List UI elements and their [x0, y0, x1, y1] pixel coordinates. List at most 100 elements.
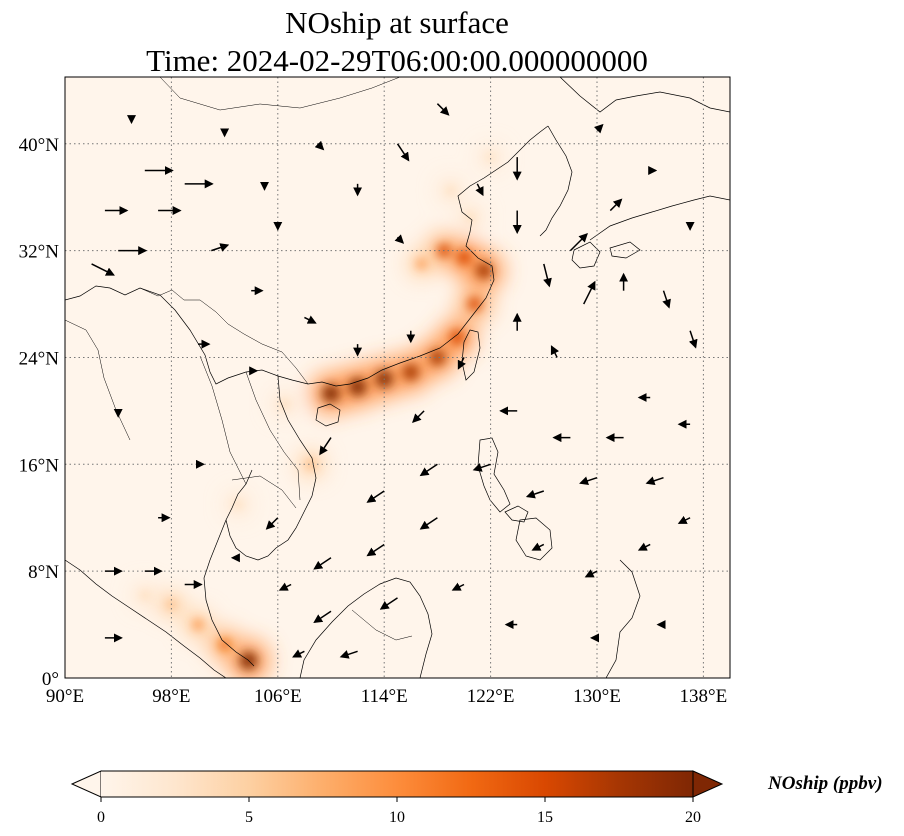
border-indochina-2 — [245, 371, 301, 501]
lon-tick-label: 122°E — [467, 686, 515, 707]
lat-tick-label: 32°N — [19, 242, 60, 263]
wind-arrow — [366, 490, 385, 503]
concentration-point — [466, 213, 475, 222]
wind-arrow — [278, 582, 292, 591]
concentration-point — [141, 591, 149, 599]
concentration-point — [446, 186, 455, 195]
coastline-malay-peninsula — [203, 519, 255, 667]
colorbar-tick-label: 15 — [537, 809, 553, 826]
title-line-2: Time: 2024-02-29T06:00:00.000000000 — [146, 43, 648, 78]
map-area: 90°E 98°E 106°E 114°E 122°E 130°E 138°E 0° 8°N 1… — [19, 76, 731, 707]
colorbar: 0 5 10 15 20 NOship (ppbv) — [70, 770, 883, 826]
wind-arrow — [594, 123, 604, 134]
wind-arrow — [637, 542, 651, 551]
map-frame — [64, 76, 731, 679]
colorbar-tick-label: 5 — [245, 809, 253, 826]
wind-arrow — [211, 243, 230, 252]
concentration-point — [429, 349, 446, 366]
coastline-korea — [539, 125, 573, 237]
wind-arrow — [265, 517, 279, 530]
border-indochina-1 — [199, 355, 247, 485]
title-line-1: NOship at surface — [285, 5, 509, 40]
colorbar-ticks: 0 5 10 15 20 — [97, 797, 701, 826]
coastline-indochina — [225, 375, 317, 561]
coastline-mainland — [65, 125, 549, 387]
colorbar-gradient — [101, 771, 693, 797]
coastline-japan-shikoku — [609, 241, 641, 259]
wind-arrow — [457, 357, 466, 370]
wind-arrow — [379, 597, 398, 610]
coastline-taiwan — [461, 329, 481, 381]
coastline-philippines-visayas — [504, 505, 529, 523]
coastline-japan-honshu — [589, 195, 730, 241]
concentration-point — [402, 363, 420, 381]
concentration-point — [416, 258, 427, 270]
lat-tick-label: 24°N — [19, 348, 60, 369]
wind-arrow — [412, 410, 425, 423]
wind-arrow — [609, 198, 623, 212]
concentration-point — [449, 329, 465, 346]
border-indochina-3 — [231, 475, 297, 509]
wind-arrow — [436, 103, 450, 116]
coastline-luzon — [477, 437, 511, 513]
concentration-point — [192, 619, 204, 631]
concentration-point — [322, 384, 340, 403]
lon-tick-label: 90°E — [46, 686, 84, 707]
wind-arrow — [584, 569, 598, 578]
border-borneo — [351, 609, 413, 641]
wind-arrow — [525, 489, 545, 499]
wind-arrow — [419, 463, 438, 477]
concentration-core — [141, 153, 494, 670]
wind-arrow — [394, 234, 405, 244]
wind-arrow — [677, 515, 691, 524]
coastline-japan-kyushu — [571, 241, 601, 269]
wind-arrow — [645, 476, 664, 486]
coastline-borneo — [299, 577, 433, 678]
concentration-haze — [131, 144, 505, 678]
coastline-hainan — [315, 403, 341, 427]
lat-tick-label: 16°N — [19, 455, 60, 476]
latitude-ticks: 0° 8°N 16°N 24°N 32°N 40°N — [19, 135, 60, 690]
border-mongolia — [159, 77, 401, 111]
wind-arrow — [451, 582, 465, 591]
coastline-mindanao — [515, 517, 553, 561]
concentration-layer — [131, 144, 505, 678]
wind-arrow — [662, 290, 671, 309]
wind-arrow — [569, 233, 588, 252]
lat-tick-label: 40°N — [19, 135, 60, 156]
coastlines — [65, 77, 730, 678]
border-china-south — [139, 287, 309, 385]
concentration-point — [234, 500, 242, 509]
lon-tick-label: 130°E — [573, 686, 621, 707]
colorbar-extend-low — [70, 770, 102, 798]
colorbar-tick-label: 10 — [389, 809, 405, 826]
concentration-point — [475, 262, 493, 279]
lon-tick-label: 98°E — [152, 686, 190, 707]
concentration-point — [218, 638, 231, 651]
lat-tick-label: 8°N — [28, 562, 59, 583]
gridlines — [65, 77, 730, 678]
wind-arrow — [543, 263, 552, 288]
lon-tick-label: 106°E — [254, 686, 302, 707]
wind-arrow — [472, 463, 491, 472]
wind-vectors — [91, 103, 698, 659]
colorbar-tick-label: 0 — [97, 809, 105, 826]
country-borders — [65, 77, 413, 641]
concentration-point — [456, 249, 472, 265]
concentration-point — [487, 153, 494, 161]
colorbar-label: NOship (ppbv) — [767, 773, 883, 794]
wind-arrow — [475, 183, 484, 197]
wind-arrow — [550, 345, 559, 358]
wind-arrow — [319, 437, 332, 456]
wind-arrow — [579, 476, 598, 486]
wind-arrow — [419, 517, 438, 530]
wind-arrow — [313, 610, 332, 624]
concentration-point — [348, 377, 367, 396]
colorbar-extend-high — [692, 770, 724, 798]
lon-tick-label: 114°E — [361, 686, 408, 707]
concentration-point — [306, 459, 316, 470]
concentration-point — [467, 296, 482, 312]
wind-arrow — [292, 649, 305, 658]
colorbar-tick-label: 20 — [685, 809, 701, 826]
wind-arrow — [314, 140, 325, 151]
